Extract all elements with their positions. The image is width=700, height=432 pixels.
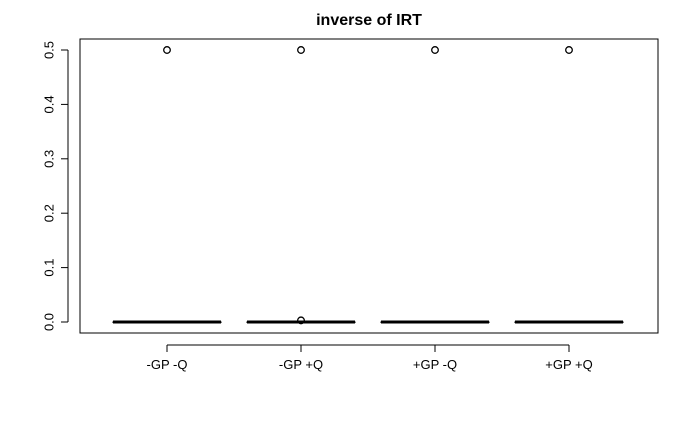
y-tick-label: 0.0 — [41, 313, 56, 331]
box-series — [112, 46, 624, 325]
outlier-point — [163, 46, 171, 54]
box--gp-q — [514, 46, 624, 324]
chart-title: inverse of IRT — [316, 12, 422, 29]
box--gp-q — [112, 46, 222, 324]
y-tick-label: 0.3 — [41, 150, 56, 168]
x-axis: -GP -Q -GP +Q +GP -Q +GP +Q — [147, 344, 593, 372]
x-tick-label: +GP -Q — [413, 357, 457, 372]
y-tick-label: 0.5 — [41, 41, 56, 59]
outlier-point — [431, 46, 439, 54]
outlier-point — [565, 46, 573, 54]
x-tick-label: +GP +Q — [545, 357, 592, 372]
outlier-point — [297, 316, 305, 325]
box--gp-q — [246, 46, 356, 325]
x-tick-label: -GP -Q — [147, 357, 188, 372]
y-tick-label: 0.4 — [41, 95, 56, 113]
y-tick-label: 0.1 — [41, 259, 56, 277]
y-tick-label: 0.2 — [41, 204, 56, 222]
box--gp-q — [380, 46, 490, 324]
x-tick-label: -GP +Q — [279, 357, 323, 372]
outlier-point — [297, 46, 305, 54]
y-axis: 0.0 0.1 0.2 0.3 0.4 0.5 — [41, 41, 69, 331]
plot-frame — [79, 38, 659, 334]
